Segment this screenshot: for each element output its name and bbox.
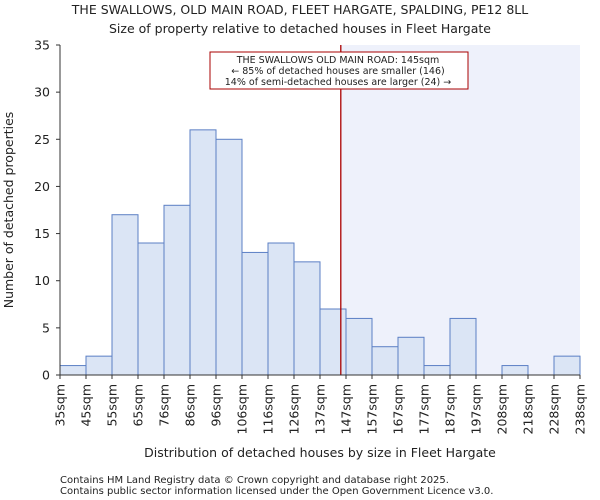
bar-106sqm <box>241 251 269 376</box>
y-tick-label: 0 <box>42 368 50 383</box>
bar-76sqm <box>163 204 191 376</box>
y-tick-label: 5 <box>42 320 50 335</box>
x-tick-label: 86sqm <box>183 384 198 427</box>
x-tick-label: 238sqm <box>573 384 588 434</box>
y-tick-label: 35 <box>34 38 50 53</box>
x-ticks-group: 35sqm 45sqm 55sqm 65sqm 76sqm 86sqm 96sqm 106sq… <box>53 375 588 434</box>
x-tick-label: 177sqm <box>417 384 432 434</box>
bars-group <box>59 129 581 376</box>
bar-86sqm <box>189 129 217 376</box>
y-ticks-group: 0 5 10 15 20 25 30 35 <box>34 38 60 383</box>
bar-116sqm <box>267 242 295 376</box>
y-tick-label: 15 <box>34 226 50 241</box>
x-tick-label: 106sqm <box>235 384 250 434</box>
x-tick-label: 45sqm <box>79 384 94 427</box>
bar-177sqm <box>423 365 451 376</box>
bar-228sqm <box>553 355 581 376</box>
y-tick-label: 30 <box>34 85 50 100</box>
y-tick-label: 25 <box>34 132 50 147</box>
x-tick-label: 116sqm <box>261 384 276 434</box>
y-tick-label: 20 <box>34 179 50 194</box>
bar-167sqm <box>397 336 425 376</box>
chart-title: THE SWALLOWS, OLD MAIN ROAD, FLEET HARGA… <box>71 2 528 17</box>
annotation-box: THE SWALLOWS OLD MAIN ROAD: 145sqm ← 85%… <box>209 51 469 90</box>
annotation-line-2: ← 85% of detached houses are smaller (14… <box>231 66 444 77</box>
footer-line-2: Contains public sector information licen… <box>60 486 493 497</box>
x-tick-label: 218sqm <box>521 384 536 434</box>
bar-126sqm <box>293 261 321 376</box>
x-tick-label: 96sqm <box>209 384 224 427</box>
x-tick-label: 147sqm <box>339 384 354 434</box>
y-tick-label: 10 <box>34 273 50 288</box>
x-tick-label: 35sqm <box>53 384 68 427</box>
bar-187sqm <box>449 317 477 376</box>
footer-line-1: Contains HM Land Registry data © Crown c… <box>60 475 449 486</box>
x-tick-label: 187sqm <box>443 384 458 434</box>
chart-subtitle: Size of property relative to detached ho… <box>109 21 491 36</box>
x-tick-label: 55sqm <box>105 384 120 427</box>
x-tick-label: 137sqm <box>313 384 328 434</box>
bar-35sqm <box>59 365 87 376</box>
x-tick-label: 167sqm <box>391 384 406 434</box>
annotation-line-1: THE SWALLOWS OLD MAIN ROAD: 145sqm <box>236 55 440 66</box>
x-tick-label: 126sqm <box>287 384 302 434</box>
annotation-border <box>209 51 469 90</box>
bar-137sqm <box>319 308 347 376</box>
bar-208sqm <box>501 365 529 376</box>
x-tick-label: 157sqm <box>365 384 380 434</box>
bar-157sqm <box>371 346 399 376</box>
x-tick-label: 197sqm <box>469 384 484 434</box>
x-tick-label: 228sqm <box>547 384 562 434</box>
bar-147sqm <box>345 317 373 376</box>
x-tick-label: 208sqm <box>495 384 510 434</box>
bar-45sqm <box>85 355 113 376</box>
x-tick-label: 76sqm <box>157 384 172 427</box>
x-axis-label: Distribution of detached houses by size … <box>144 445 496 460</box>
annotation-line-3: 14% of semi-detached houses are larger (… <box>225 77 452 88</box>
bar-96sqm <box>215 138 243 376</box>
bar-65sqm <box>137 242 165 376</box>
bar-55sqm <box>111 214 139 376</box>
x-tick-label: 65sqm <box>131 384 146 427</box>
y-axis-label: Number of detached properties <box>1 112 16 309</box>
